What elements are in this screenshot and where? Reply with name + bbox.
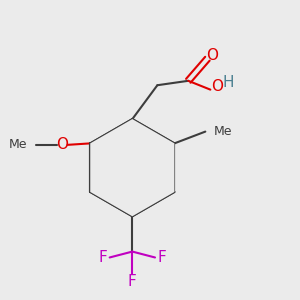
Text: F: F bbox=[158, 250, 166, 265]
Text: O: O bbox=[56, 137, 68, 152]
Text: O: O bbox=[206, 48, 218, 63]
Polygon shape bbox=[90, 119, 174, 216]
Text: F: F bbox=[128, 274, 137, 289]
Text: Me: Me bbox=[8, 138, 27, 151]
Text: Me: Me bbox=[214, 125, 232, 138]
Text: H: H bbox=[223, 75, 234, 90]
Text: F: F bbox=[98, 250, 107, 265]
Text: O: O bbox=[211, 79, 223, 94]
